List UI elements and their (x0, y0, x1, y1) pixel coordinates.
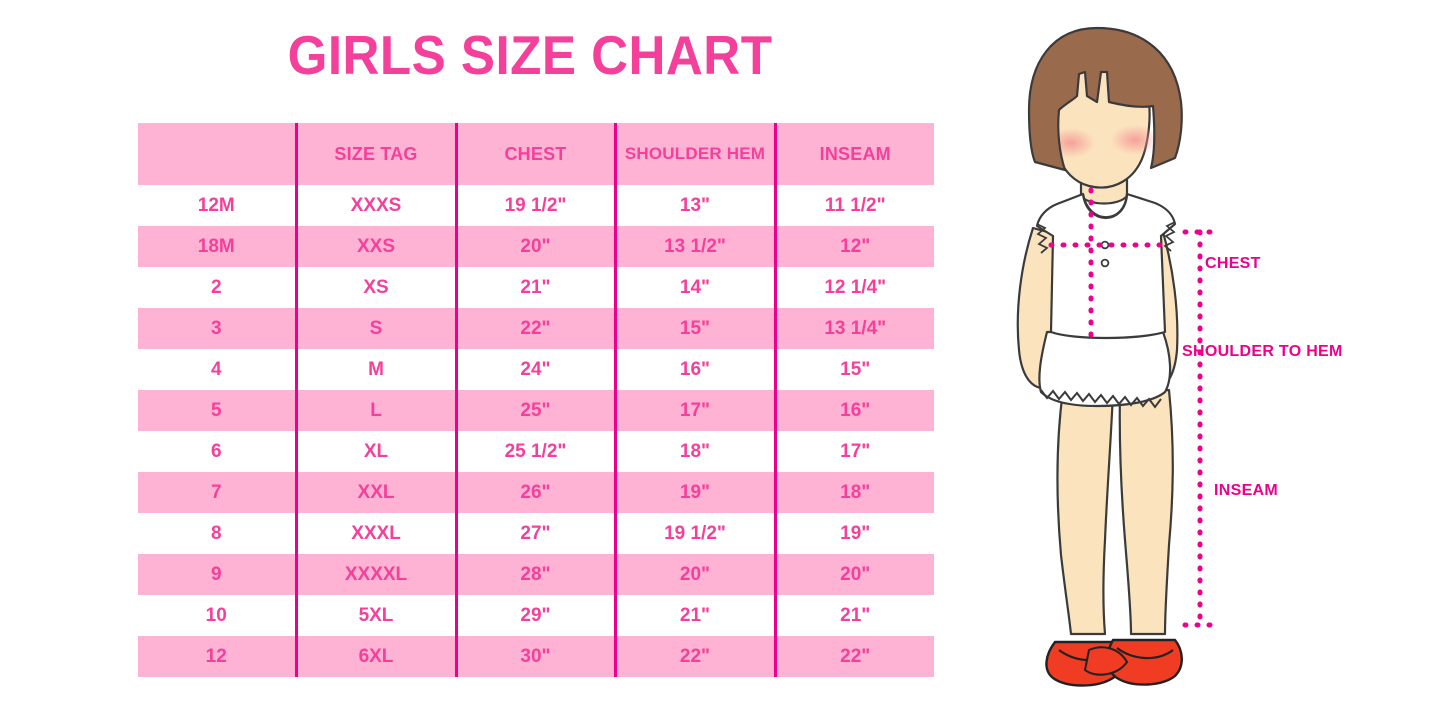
cell-chest: 30" (454, 636, 615, 677)
cell-shoulder-hem: 19 1/2" (613, 513, 775, 554)
cell-shoulder-hem: 16" (613, 349, 775, 390)
table-row: 6 XL 25 1/2" 18" 17" (138, 431, 934, 472)
cell-size: 2 (138, 267, 296, 308)
cell-size-tag: S (294, 308, 456, 349)
cell-size: 10 (138, 595, 296, 636)
cell-inseam: 16" (773, 390, 934, 431)
shirt-sleeve-ruffle-right (1163, 221, 1176, 252)
column-header-chest: CHEST (454, 123, 615, 185)
cell-shoulder-hem: 19" (613, 472, 775, 513)
cell-shoulder-hem: 18" (613, 431, 775, 472)
table-row: 7 XXL 26" 19" 18" (138, 472, 934, 513)
table-row: 12 6XL 30" 22" 22" (138, 636, 934, 677)
cell-shoulder-hem: 13 1/2" (613, 226, 775, 267)
page-title: GIRLS SIZE CHART (287, 24, 773, 86)
cell-size: 12M (138, 185, 296, 226)
cell-size-tag: XL (294, 431, 456, 472)
blush-right (1111, 125, 1159, 155)
cell-shoulder-hem: 15" (613, 308, 775, 349)
cell-size-tag: 6XL (294, 636, 456, 677)
table-row: 18M XXS 20" 13 1/2" 12" (138, 226, 934, 267)
cell-chest: 25 1/2" (454, 431, 615, 472)
table-row: 10 5XL 29" 21" 21" (138, 595, 934, 636)
cell-shoulder-hem: 14" (613, 267, 775, 308)
measurement-guides (1048, 187, 1220, 628)
table-row: 4 M 24" 16" 15" (138, 349, 934, 390)
cell-chest: 25" (454, 390, 615, 431)
cell-chest: 19 1/2" (454, 185, 615, 226)
cell-size: 18M (138, 226, 296, 267)
table-row: 12M XXXS 19 1/2" 13" 11 1/2" (138, 185, 934, 226)
cell-size-tag: XXXS (294, 185, 456, 226)
cell-chest: 29" (454, 595, 615, 636)
shoe-right-strap (1116, 647, 1174, 660)
bloomers-ruffle-edge (1040, 389, 1162, 409)
annotation-shoulder-to-hem: SHOULDER TO HEM (1182, 343, 1343, 360)
annotation-chest: CHEST (1205, 255, 1261, 272)
shirt-button-bottom (1100, 258, 1110, 268)
table-row: 9 XXXXL 28" 20" 20" (138, 554, 934, 595)
table-row: 5 L 25" 17" 16" (138, 390, 934, 431)
cell-inseam: 21" (773, 595, 934, 636)
cell-inseam: 22" (773, 636, 934, 677)
cell-shoulder-hem: 13" (613, 185, 775, 226)
cell-size: 4 (138, 349, 296, 390)
cell-size: 7 (138, 472, 296, 513)
hair-shape (1027, 26, 1183, 172)
cell-size: 6 (138, 431, 296, 472)
cell-size: 9 (138, 554, 296, 595)
cell-shoulder-hem: 17" (613, 390, 775, 431)
cell-inseam: 12" (773, 226, 934, 267)
cell-shoulder-hem: 21" (613, 595, 775, 636)
cell-inseam: 19" (773, 513, 934, 554)
cell-chest: 27" (454, 513, 615, 554)
cell-size-tag: M (294, 349, 456, 390)
shirt-button-top (1100, 240, 1110, 250)
bloomers-shape (1038, 330, 1172, 408)
column-header-size (138, 123, 296, 185)
cell-size-tag: XXXXL (294, 554, 456, 595)
column-header-shoulder-hem: SHOULDER HEM (613, 123, 775, 185)
cell-size-tag: XS (294, 267, 456, 308)
cell-chest: 21" (454, 267, 615, 308)
table-header-row: SIZE TAG CHEST SHOULDER HEM INSEAM (138, 123, 934, 185)
cell-inseam: 20" (773, 554, 934, 595)
leg-right-shape (1118, 388, 1174, 636)
cell-shoulder-hem: 20" (613, 554, 775, 595)
cell-chest: 26" (454, 472, 615, 513)
shoe-toe-highlight (1083, 646, 1129, 676)
figure-body-group (1016, 26, 1183, 687)
table-row: 2 XS 21" 14" 12 1/4" (138, 267, 934, 308)
table-row: 3 S 22" 15" 13 1/4" (138, 308, 934, 349)
cell-size-tag: XXL (294, 472, 456, 513)
shirt-sleeve-ruffle-left (1036, 223, 1049, 254)
annotation-inseam: INSEAM (1214, 482, 1279, 499)
cell-size: 5 (138, 390, 296, 431)
cell-chest: 24" (454, 349, 615, 390)
cell-inseam: 18" (773, 472, 934, 513)
cell-chest: 28" (454, 554, 615, 595)
cell-size: 3 (138, 308, 296, 349)
cell-size: 8 (138, 513, 296, 554)
cell-inseam: 17" (773, 431, 934, 472)
cell-size: 12 (138, 636, 296, 677)
shirt-neckline (1081, 193, 1129, 219)
girl-figure-illustration (985, 10, 1445, 710)
cell-size-tag: L (294, 390, 456, 431)
column-header-inseam: INSEAM (773, 123, 934, 185)
cell-size-tag: XXXL (294, 513, 456, 554)
cell-shoulder-hem: 22" (613, 636, 775, 677)
cell-size-tag: 5XL (294, 595, 456, 636)
cell-inseam: 11 1/2" (773, 185, 934, 226)
leg-left-shape (1056, 388, 1115, 636)
cell-chest: 22" (454, 308, 615, 349)
cell-inseam: 15" (773, 349, 934, 390)
size-chart-table: SIZE TAG CHEST SHOULDER HEM INSEAM 12M XX… (138, 123, 934, 677)
cell-size-tag: XXS (294, 226, 456, 267)
column-header-size-tag: SIZE TAG (294, 123, 456, 185)
cell-chest: 20" (454, 226, 615, 267)
cell-inseam: 12 1/4" (773, 267, 934, 308)
table-row: 8 XXXL 27" 19 1/2" 19" (138, 513, 934, 554)
cell-inseam: 13 1/4" (773, 308, 934, 349)
